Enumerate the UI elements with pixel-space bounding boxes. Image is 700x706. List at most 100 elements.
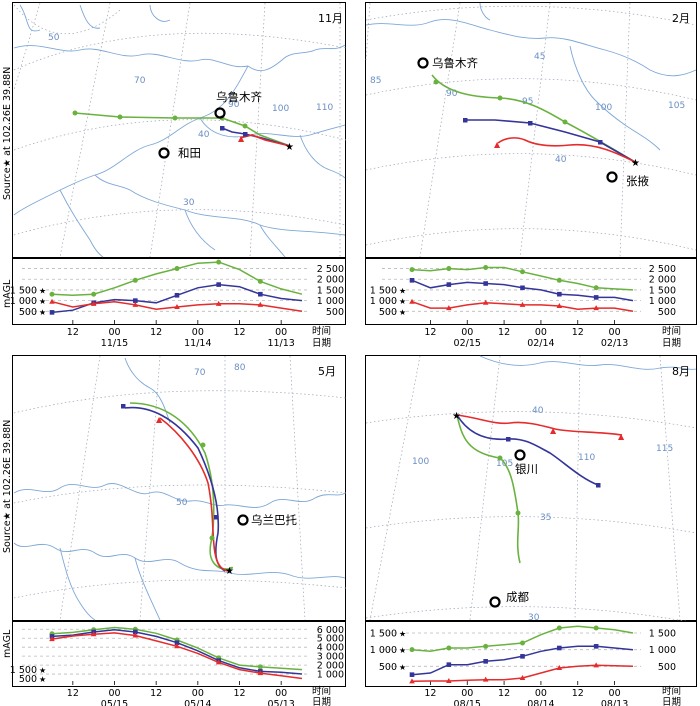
- ytick-label: 2 000: [317, 661, 344, 672]
- left-tick-label: 1 000: [370, 645, 397, 656]
- left-tick-label: 1 500: [10, 285, 37, 296]
- xtick-date-label: 11/14: [184, 338, 211, 349]
- lon-label: 105: [668, 101, 685, 111]
- data-point-green: [91, 291, 97, 297]
- xtick-time-label: 12: [67, 688, 79, 699]
- data-point-blue: [593, 644, 599, 649]
- xtick-date-label: 05/15: [101, 699, 128, 706]
- data-point-blue: [49, 310, 55, 315]
- city-label: 乌兰巴托: [251, 513, 297, 527]
- data-point-green: [520, 269, 525, 275]
- source-label: Source★ at 102.26E 39.88N: [2, 67, 13, 200]
- lat-label: 30: [528, 613, 540, 623]
- xtick-date-label: 08/14: [527, 699, 554, 706]
- data-point-green: [409, 647, 415, 653]
- lon-label: 115: [656, 444, 673, 454]
- data-point-blue: [133, 629, 138, 635]
- profile-frame: [12, 621, 346, 687]
- xtick-time-label: 12: [233, 327, 245, 338]
- grid-labels: 50 40 30 70 90 100 110: [48, 33, 333, 208]
- data-point-green: [409, 267, 415, 273]
- grid-labels: 45 40 85 90 95 100 105: [370, 52, 685, 165]
- ytick-label: 1 000: [317, 296, 344, 307]
- source-star-icon: ★: [39, 286, 46, 295]
- ytick-label: 1 500: [649, 285, 676, 296]
- ytick-label: 1 500: [649, 629, 676, 640]
- lat-label: 30: [183, 198, 195, 208]
- city-markers: 乌兰巴托: [237, 513, 297, 527]
- xtick-time-label: 00: [609, 327, 621, 338]
- panel-may: 50 70 80 ▲ ★ 乌兰巴托 5月 Source★ at 102.26E …: [2, 355, 347, 706]
- data-point-blue: [409, 672, 415, 677]
- lon-label: 100: [412, 457, 429, 467]
- data-point-blue: [216, 282, 221, 287]
- xtick-date-label: 05/13: [267, 699, 294, 706]
- profile-frame: [365, 258, 697, 325]
- trajectory-green: [456, 414, 521, 564]
- data-point-red: [446, 305, 452, 311]
- city-markers: 银川 成都: [489, 449, 538, 608]
- source-star-icon: ★: [399, 663, 406, 672]
- lon-label: 95: [522, 97, 533, 107]
- date-label: 日期: [662, 338, 681, 349]
- data-point-red: [556, 665, 563, 670]
- data-point-green: [257, 664, 263, 670]
- data-point-red: [49, 636, 55, 642]
- ytick-label: 1 500: [317, 285, 344, 296]
- xtick-date-label: 02/13: [601, 338, 628, 349]
- panel-november: 50 40 30 70 90 100 110 ▲ ★ 乌鲁木齐 和田 11月 S…: [2, 2, 347, 349]
- xtick-date-label: 02/14: [527, 338, 554, 349]
- boundaries: [13, 4, 346, 258]
- grid-labels: 50 70 80: [176, 363, 246, 508]
- data-point-blue: [446, 282, 452, 287]
- ytick-label: 500: [326, 307, 344, 318]
- data-point-green: [483, 264, 489, 270]
- trajectories: ▲ ★: [431, 74, 640, 169]
- svg-text:▲: ▲: [618, 432, 625, 441]
- city-markers: 乌鲁木齐 张掖: [417, 56, 649, 188]
- xtick-time-label: 12: [498, 327, 510, 338]
- xtick-time-label: 00: [108, 688, 120, 699]
- xtick-time-label: 00: [535, 688, 547, 699]
- svg-text:▲: ▲: [494, 140, 501, 149]
- left-tick-label: 1 000: [10, 296, 37, 307]
- time-label: 时间: [312, 325, 331, 337]
- xtick-time-label: 00: [192, 327, 204, 338]
- lat-label: 45: [534, 52, 545, 62]
- xtick-date-label: 11/15: [101, 338, 128, 349]
- data-point-red: [519, 301, 526, 307]
- xtick-date-label: 02/15: [454, 338, 481, 349]
- data-point-red: [593, 305, 599, 311]
- map-frame: [365, 355, 697, 621]
- svg-text:★: ★: [285, 142, 294, 153]
- lon-label: 70: [194, 368, 206, 378]
- ytick-label: 2 000: [649, 275, 676, 286]
- source-star-icon: ★: [39, 308, 46, 317]
- data-point-red: [174, 304, 180, 310]
- left-tick-label: 1 000: [370, 296, 397, 307]
- svg-text:★: ★: [225, 566, 234, 577]
- xtick-time-label: 00: [535, 327, 547, 338]
- data-point-red: [215, 659, 222, 665]
- lon-label: 80: [234, 363, 246, 373]
- data-point-green: [593, 285, 599, 291]
- time-label: 时间: [312, 685, 331, 697]
- xtick-time-label: 12: [424, 688, 436, 699]
- data-point-red: [482, 676, 489, 682]
- data-point-red: [174, 643, 180, 649]
- lat-label: 40: [555, 155, 567, 165]
- xtick-time-label: 00: [192, 688, 204, 699]
- data-point-green: [483, 643, 489, 649]
- data-point-blue: [520, 285, 525, 291]
- source-star-icon: ★: [399, 308, 406, 317]
- data-point-red: [90, 300, 97, 306]
- data-point-blue: [446, 662, 452, 667]
- data-point-red: [132, 632, 139, 638]
- data-point-blue: [258, 291, 263, 297]
- graticule: [365, 2, 697, 258]
- date-label: 日期: [662, 697, 681, 706]
- ytick-label: 5 000: [317, 634, 344, 645]
- xtick-time-label: 00: [461, 688, 473, 699]
- lon-label: 90: [446, 89, 458, 99]
